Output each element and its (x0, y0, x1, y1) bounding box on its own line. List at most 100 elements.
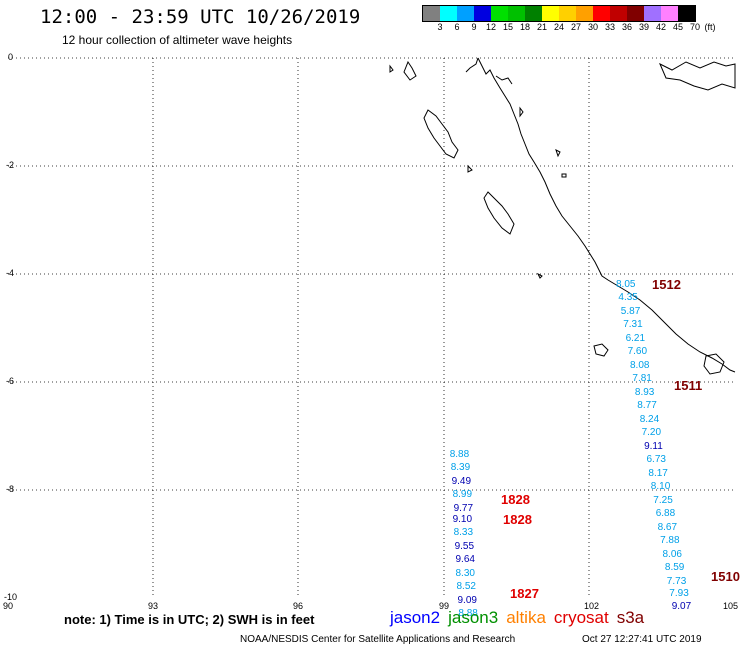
legend-swatch (440, 6, 457, 21)
coast-north-1 (465, 57, 479, 73)
legend-label: 27 (570, 22, 581, 32)
pass-label-1828-b: 1828 (503, 512, 532, 527)
legend-label: 70 (689, 22, 700, 32)
y-axis-label: -2 (6, 160, 15, 170)
legend-label: 3 (437, 22, 443, 32)
legend-label: 15 (502, 22, 513, 32)
wave-height-value: 8.77 (637, 400, 657, 412)
wave-height-value: 4.35 (618, 292, 638, 304)
island-2 (483, 191, 515, 235)
legend-swatch (610, 6, 627, 21)
wave-height-value: 6.21 (625, 332, 646, 344)
islet-5 (536, 272, 543, 279)
islet-1 (519, 106, 524, 118)
y-axis-label: -6 (6, 376, 15, 386)
legend-label: 36 (621, 22, 632, 32)
wave-height-value: 7.81 (632, 373, 652, 385)
legend-label: 6 (454, 22, 460, 32)
legend-swatch (576, 6, 593, 21)
sat-altika: altika (506, 608, 546, 627)
wave-height-value: 8.93 (634, 386, 655, 398)
legend-label: 45 (672, 22, 683, 32)
pass-label-1510: 1510 (711, 569, 740, 584)
wave-height-value: 9.64 (455, 554, 475, 566)
generated-timestamp: Oct 27 12:27:41 UTC 2019 (582, 634, 702, 645)
legend-label: 33 (604, 22, 615, 32)
island-6 (403, 60, 417, 81)
x-axis-label: 93 (148, 601, 159, 611)
legend-swatch (627, 6, 644, 21)
wave-height-value: 7.73 (666, 575, 687, 587)
y-axis-label: -8 (6, 484, 15, 494)
wave-height-value: 8.67 (657, 521, 678, 533)
legend-label: 39 (638, 22, 649, 32)
wave-height-value: 7.93 (669, 587, 689, 599)
pass-label-1828-a: 1828 (501, 492, 530, 507)
legend-swatch (508, 6, 525, 21)
islet-3 (561, 173, 567, 178)
color-legend (422, 5, 696, 22)
legend-label: 12 (485, 22, 496, 32)
chart-title: 12:00 - 23:59 UTC 10/26/2019 (40, 6, 361, 28)
wave-height-value: 9.10 (452, 513, 473, 525)
sumatra-coast (477, 57, 736, 373)
wave-height-value: 9.55 (454, 540, 475, 552)
wave-height-value: 8.24 (639, 413, 660, 425)
wave-height-value: 6.73 (646, 454, 666, 466)
wave-height-value: 9.49 (451, 475, 472, 487)
credit-line: NOAA/NESDIS Center for Satellite Applica… (240, 634, 516, 645)
legend-swatch (525, 6, 542, 21)
wave-height-value: 7.88 (660, 535, 680, 547)
islet-6 (389, 64, 394, 73)
legend-unit: (ft) (704, 22, 716, 32)
legend-swatch (678, 6, 695, 21)
y-axis-label: -10 (4, 592, 18, 602)
x-axis-label: 105 (723, 601, 739, 611)
island-1 (423, 109, 459, 159)
wave-height-value: 8.88 (458, 608, 478, 620)
wave-height-value: 5.87 (620, 305, 641, 317)
island-4 (703, 353, 725, 375)
islet-2 (555, 149, 561, 158)
legend-swatch (644, 6, 661, 21)
pass-label-1511: 1511 (674, 378, 703, 393)
coastline (389, 57, 736, 375)
wave-height-value: 7.20 (641, 427, 662, 439)
wave-height-value: 7.60 (627, 346, 648, 358)
wave-height-value: 8.06 (662, 548, 682, 560)
wave-height-value: 7.31 (623, 319, 643, 331)
legend-swatch (661, 6, 678, 21)
legend-label: 9 (471, 22, 477, 32)
wave-height-value: 9.07 (671, 601, 692, 613)
x-axis-label: 102 (584, 601, 600, 611)
sat-jason3: jason3 (448, 608, 499, 627)
sat-cryosat: cryosat (553, 608, 609, 627)
wave-height-value: 8.10 (650, 481, 671, 493)
wave-height-value: 8.17 (648, 467, 668, 479)
legend-swatch (491, 6, 508, 21)
sat-jason2: jason2 (390, 608, 441, 627)
footer-note: note: 1) Time is in UTC; 2) SWH is in fe… (64, 612, 315, 627)
wave-height-value: 9.77 (453, 502, 474, 514)
island-3 (593, 343, 609, 357)
legend-swatch (474, 6, 491, 21)
wave-height-value: 6.88 (655, 508, 676, 520)
legend-swatch (593, 6, 610, 21)
wave-height-value: 9.11 (644, 440, 663, 452)
island-5 (659, 61, 736, 91)
legend-label: 18 (519, 22, 530, 32)
wave-height-value: 9.09 (457, 594, 477, 606)
wave-height-value: 8.05 (616, 278, 636, 290)
x-axis-label: 96 (293, 601, 304, 611)
wave-height-value: 8.59 (664, 562, 685, 574)
wave-height-value: 8.33 (453, 527, 474, 539)
pass-label-1827: 1827 (510, 586, 539, 601)
legend-label: 24 (553, 22, 564, 32)
coast-north-2 (495, 75, 513, 85)
legend-swatch (542, 6, 559, 21)
legend-label: 30 (587, 22, 598, 32)
y-axis-label: 0 (8, 52, 14, 62)
legend-swatch (423, 6, 440, 21)
pass-label-1512: 1512 (652, 277, 681, 292)
